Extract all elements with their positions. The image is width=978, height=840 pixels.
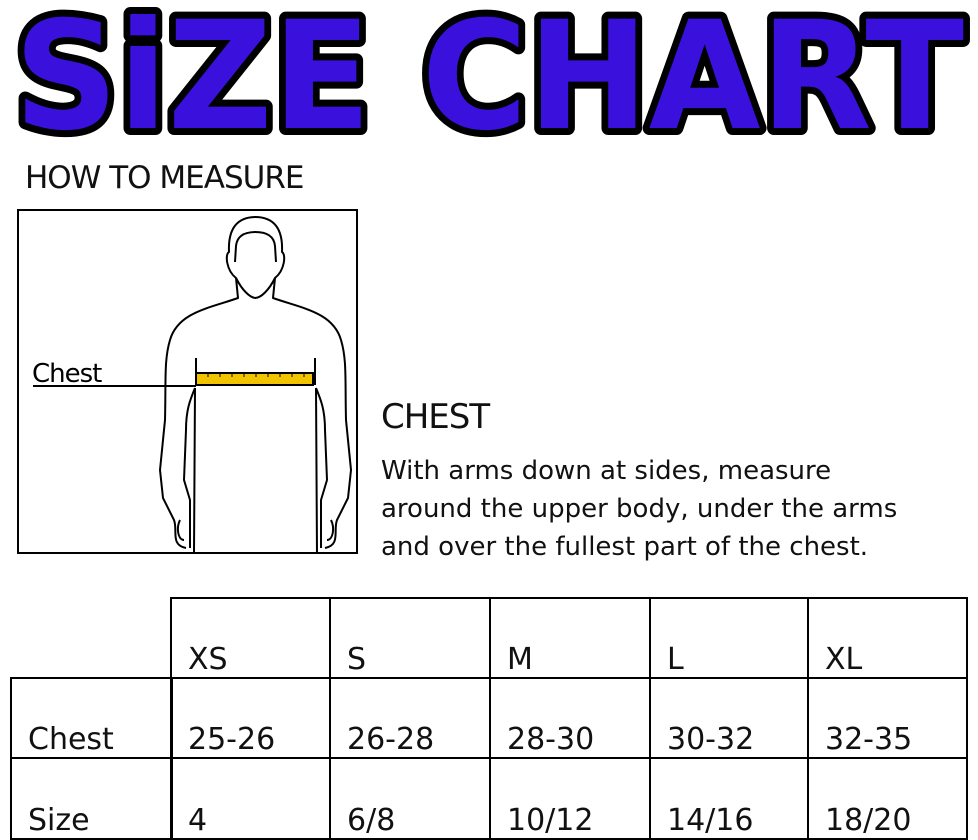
table-cell-text: 26-28 <box>347 722 435 757</box>
instruction-line: around the upper body, under the arms <box>381 494 898 524</box>
size-header-s: S <box>329 597 491 679</box>
table-cell-text: 30-32 <box>667 722 755 757</box>
table-cell: 14/16 <box>649 757 809 840</box>
size-header-xs-text: XS <box>188 642 228 677</box>
instruction-line: and over the fullest part of the chest. <box>381 532 869 562</box>
table-cell-text: 6/8 <box>347 803 396 838</box>
size-header-m: M <box>489 597 651 679</box>
body-outline-icon <box>159 216 352 554</box>
table-cell-text: 25-26 <box>188 722 276 757</box>
table-cell: 10/12 <box>489 757 651 840</box>
instruction-line: With arms down at sides, measure <box>381 456 832 486</box>
row-label-size-text: Size <box>28 803 90 838</box>
table-cell-text: 32-35 <box>825 722 913 757</box>
table-cell: 28-30 <box>489 677 651 759</box>
size-header-s-text: S <box>347 642 367 677</box>
row-label-chest: Chest <box>10 677 173 759</box>
row-label-size: Size <box>10 757 173 840</box>
table-cell-text: 4 <box>188 803 208 838</box>
measuring-tape <box>195 372 314 386</box>
chest-instructions: With arms down at sides, measure around … <box>381 452 978 566</box>
table-cell: 25-26 <box>170 677 331 759</box>
table-cell: 18/20 <box>807 757 968 840</box>
table-cell: 32-35 <box>807 677 968 759</box>
size-header-xl-text: XL <box>825 642 863 677</box>
table-cell-text: 28-30 <box>507 722 595 757</box>
table-cell-text: 18/20 <box>825 803 912 838</box>
table-cell: 30-32 <box>649 677 809 759</box>
measuring-figure: Chest <box>17 209 358 554</box>
size-chart-title: SiZE CHART <box>7 0 971 150</box>
how-to-measure-heading: HOW TO MEASURE <box>25 160 304 196</box>
tape-ticks <box>207 373 305 377</box>
size-header-l-text: L <box>667 642 684 677</box>
chest-heading: CHEST <box>381 397 490 437</box>
table-cell-text: 10/12 <box>507 803 594 838</box>
size-header-xs: XS <box>170 597 331 679</box>
size-header-l: L <box>649 597 809 679</box>
table-cell: 26-28 <box>329 677 491 759</box>
title-text: SiZE CHART <box>14 0 964 150</box>
row-label-chest-text: Chest <box>28 722 114 757</box>
table-cell: 4 <box>170 757 331 840</box>
size-header-m-text: M <box>507 642 533 677</box>
size-header-xl: XL <box>807 597 968 679</box>
table-cell: 6/8 <box>329 757 491 840</box>
chest-figure-label: Chest <box>32 359 102 389</box>
table-cell-text: 14/16 <box>667 803 754 838</box>
